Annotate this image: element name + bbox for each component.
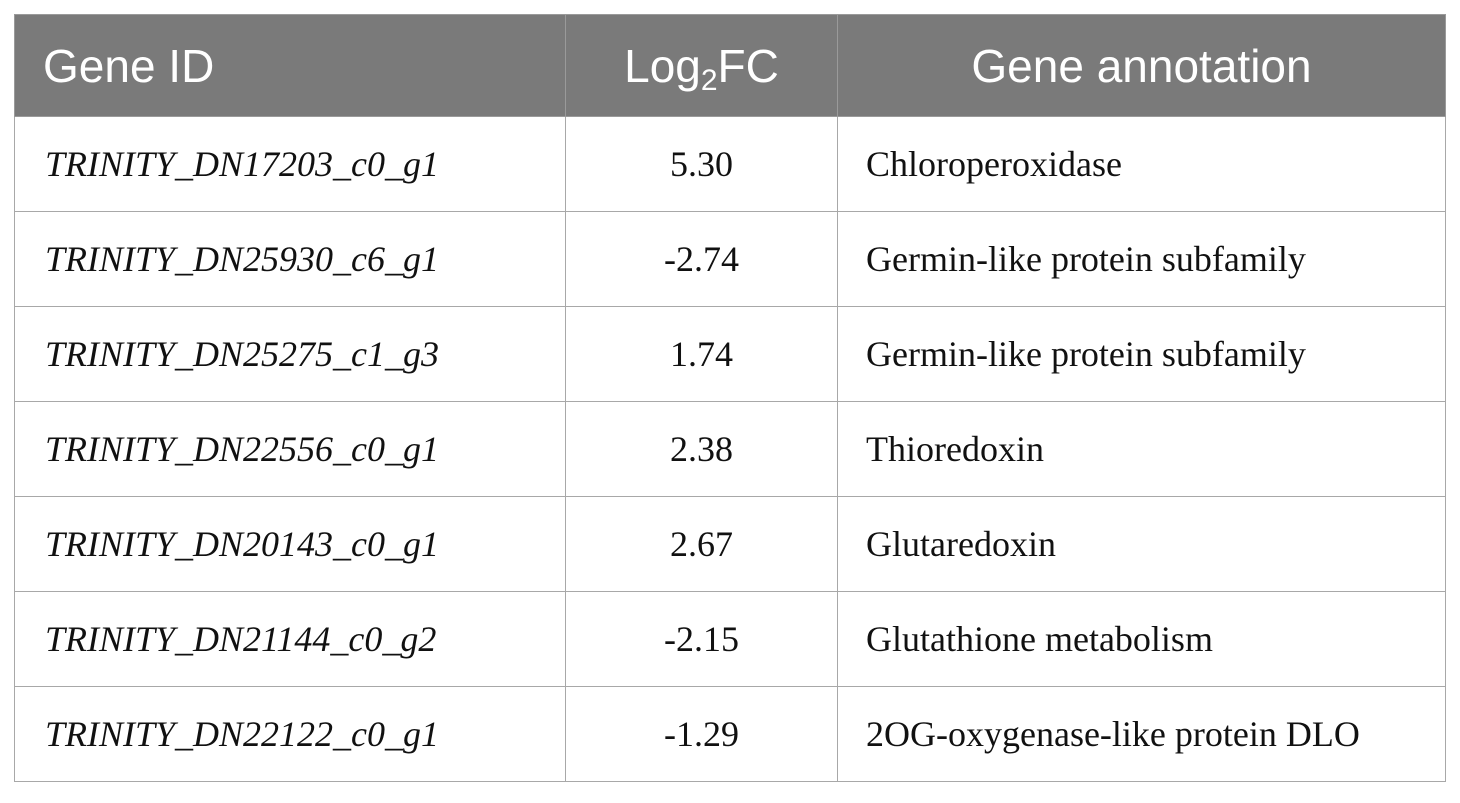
table-row: TRINITY_DN25275_c1_g3 1.74 Germin-like p… [14,306,1446,402]
gene-id-cell: TRINITY_DN21144_c0_g2 [14,591,566,687]
gene-id-cell: TRINITY_DN25275_c1_g3 [14,306,566,402]
annotation-cell: Glutaredoxin [837,496,1446,592]
annotation-cell: 2OG-oxygenase-like protein DLO [837,686,1446,782]
header-log2fc-subscript: 2 [700,63,718,97]
log2fc-cell: 1.74 [565,306,838,402]
log2fc-cell: -2.15 [565,591,838,687]
table-row: TRINITY_DN20143_c0_g1 2.67 Glutaredoxin [14,496,1446,592]
header-log2fc-suffix: FC [717,39,779,92]
header-gene-id: Gene ID [14,14,566,117]
gene-id-cell: TRINITY_DN17203_c0_g1 [14,116,566,212]
gene-table-container: Gene ID Log2FC Gene annotation TRINITY_D… [14,14,1446,782]
gene-id-cell: TRINITY_DN25930_c6_g1 [14,211,566,307]
table-row: TRINITY_DN21144_c0_g2 -2.15 Glutathione … [14,591,1446,687]
annotation-cell: Glutathione metabolism [837,591,1446,687]
annotation-cell: Germin-like protein subfamily [837,211,1446,307]
log2fc-cell: 5.30 [565,116,838,212]
header-gene-annotation: Gene annotation [837,14,1446,117]
gene-table: Gene ID Log2FC Gene annotation TRINITY_D… [14,14,1446,782]
table-row: TRINITY_DN22122_c0_g1 -1.29 2OG-oxygenas… [14,686,1446,782]
table-row: TRINITY_DN22556_c0_g1 2.38 Thioredoxin [14,401,1446,497]
annotation-cell: Thioredoxin [837,401,1446,497]
gene-id-cell: TRINITY_DN22122_c0_g1 [14,686,566,782]
table-body: TRINITY_DN17203_c0_g1 5.30 Chloroperoxid… [14,116,1446,782]
gene-id-cell: TRINITY_DN22556_c0_g1 [14,401,566,497]
header-log2fc: Log2FC [565,14,838,117]
log2fc-cell: -1.29 [565,686,838,782]
log2fc-cell: -2.74 [565,211,838,307]
header-row: Gene ID Log2FC Gene annotation [14,14,1446,117]
annotation-cell: Germin-like protein subfamily [837,306,1446,402]
log2fc-cell: 2.38 [565,401,838,497]
table-row: TRINITY_DN17203_c0_g1 5.30 Chloroperoxid… [14,116,1446,212]
annotation-cell: Chloroperoxidase [837,116,1446,212]
header-log2fc-base: Log [624,39,701,92]
table-row: TRINITY_DN25930_c6_g1 -2.74 Germin-like … [14,211,1446,307]
log2fc-cell: 2.67 [565,496,838,592]
table-header: Gene ID Log2FC Gene annotation [14,14,1446,117]
gene-id-cell: TRINITY_DN20143_c0_g1 [14,496,566,592]
